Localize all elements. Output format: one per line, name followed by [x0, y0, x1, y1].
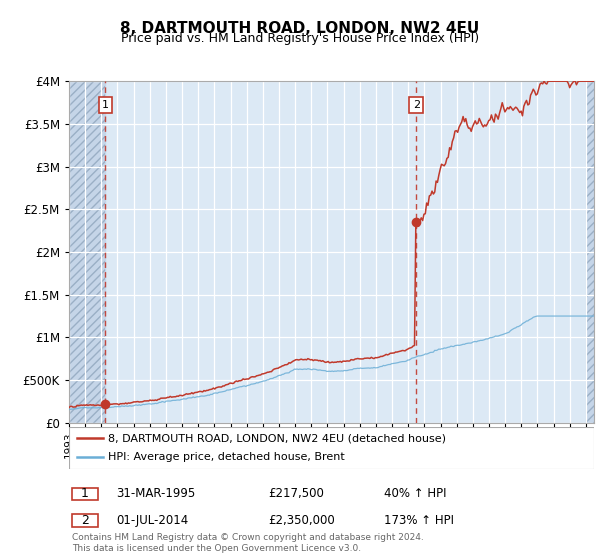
- Text: 1: 1: [102, 100, 109, 110]
- Text: 8, DARTMOUTH ROAD, LONDON, NW2 4EU (detached house): 8, DARTMOUTH ROAD, LONDON, NW2 4EU (deta…: [109, 433, 446, 443]
- Text: 31-MAR-1995: 31-MAR-1995: [116, 487, 196, 500]
- Text: 40% ↑ HPI: 40% ↑ HPI: [384, 487, 446, 500]
- Text: 2: 2: [413, 100, 420, 110]
- Text: £217,500: £217,500: [269, 487, 325, 500]
- Text: 2: 2: [81, 514, 89, 527]
- FancyBboxPatch shape: [71, 515, 98, 527]
- Text: 01-JUL-2014: 01-JUL-2014: [116, 514, 188, 527]
- FancyBboxPatch shape: [69, 427, 594, 469]
- Text: 173% ↑ HPI: 173% ↑ HPI: [384, 514, 454, 527]
- Bar: [69, 81, 106, 423]
- Text: Price paid vs. HM Land Registry's House Price Index (HPI): Price paid vs. HM Land Registry's House …: [121, 32, 479, 45]
- Bar: [586, 81, 594, 423]
- Bar: [69, 81, 106, 423]
- Text: 8, DARTMOUTH ROAD, LONDON, NW2 4EU: 8, DARTMOUTH ROAD, LONDON, NW2 4EU: [121, 21, 479, 36]
- Text: £2,350,000: £2,350,000: [269, 514, 335, 527]
- Bar: [586, 81, 594, 423]
- Text: Contains HM Land Registry data © Crown copyright and database right 2024.
This d: Contains HM Land Registry data © Crown c…: [71, 534, 424, 553]
- Text: 1: 1: [81, 487, 89, 500]
- Text: HPI: Average price, detached house, Brent: HPI: Average price, detached house, Bren…: [109, 452, 345, 463]
- FancyBboxPatch shape: [71, 488, 98, 500]
